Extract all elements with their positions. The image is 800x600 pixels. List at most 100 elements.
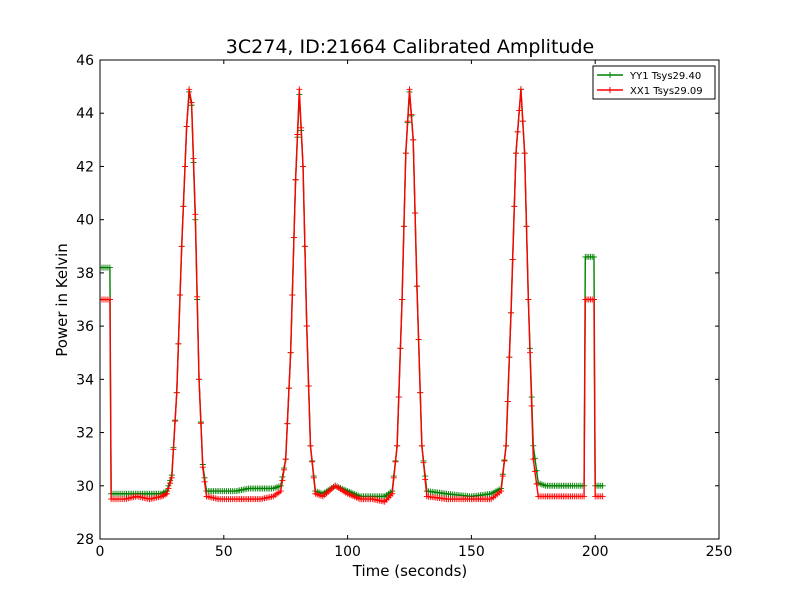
y-tick-label: 38 [76,266,94,282]
x-tick-label: 200 [582,544,609,560]
data-point-marker [404,118,411,125]
data-point-marker [420,459,427,466]
legend-box [592,65,716,100]
data-point-marker [106,296,113,303]
y-tick-label: 30 [76,479,94,495]
data-point-marker [287,349,294,356]
data-point-marker [303,323,310,330]
data-point-marker [533,481,540,487]
data-point-marker [279,477,286,484]
data-point-marker [192,211,199,218]
data-point-marker [511,203,518,210]
data-point-marker [186,86,193,93]
data-point-marker [523,223,530,230]
data-point-marker [410,136,417,143]
data-point-marker [599,493,606,500]
data-point-marker [527,349,533,356]
data-point-marker [177,292,184,299]
data-point-marker [178,243,185,250]
series-layer [100,86,606,505]
plot-frame [99,59,720,540]
legend: YY1 Tsys29.40 XX1 Tsys29.09 [592,65,716,100]
data-point-marker [499,473,506,480]
data-point-marker [503,442,510,449]
data-point-marker [106,264,113,271]
data-point-marker [182,163,189,170]
data-point-marker [296,86,303,93]
data-point-marker [281,466,288,473]
data-point-marker [175,340,182,347]
data-point-marker [289,292,296,299]
data-point-marker [298,124,305,131]
data-point-marker [590,253,597,260]
y-tick-label: 44 [76,106,94,122]
data-point-marker [301,243,308,250]
data-point-marker [307,442,314,449]
data-point-marker [498,488,505,495]
chart-title: 3C274, ID:21664 Calibrated Amplitude [226,36,594,58]
data-point-marker [397,345,404,352]
data-point-marker [531,468,538,475]
data-point-marker [284,420,291,427]
data-point-marker [528,402,535,409]
data-point-marker [389,490,396,497]
y-tick-label: 36 [76,319,94,335]
data-point-marker [394,442,401,449]
data-point-marker [599,482,606,489]
data-point-marker [310,474,317,481]
legend-label: XX1 Tsys29.09 [630,86,703,97]
data-point-marker [190,155,197,162]
data-point-marker [413,283,420,290]
data-point-marker [406,86,413,93]
legend-label: YY1 Tsys29.40 [629,71,701,82]
data-point-marker [290,234,297,241]
y-tick-label: 46 [76,53,94,69]
data-point-marker [173,389,180,396]
data-point-marker [309,458,316,465]
data-point-marker [590,296,597,303]
series-1 [100,86,606,505]
x-tick-label: 0 [96,544,105,560]
y-axis-label: Power in Kelvin [53,243,71,357]
data-point-marker [516,107,523,114]
data-point-marker [504,398,511,405]
data-point-marker [422,476,429,483]
data-point-marker [417,389,424,396]
data-point-marker [188,99,195,106]
data-point-marker [521,150,528,157]
data-point-marker [194,293,201,300]
data-point-marker [163,490,170,497]
x-tick-label: 100 [334,544,361,560]
data-point-marker [390,474,397,481]
y-tick-label: 28 [76,532,94,548]
plot-content [100,86,606,505]
data-point-marker [519,118,526,125]
data-point-marker [305,382,312,389]
data-point-marker [294,131,301,138]
data-point-marker [183,123,190,130]
data-point-marker [514,128,521,135]
x-tick-label: 50 [215,544,233,560]
data-point-marker [168,474,175,481]
legend-marker [607,72,613,78]
data-point-marker [292,176,299,183]
data-point-marker [180,203,187,210]
data-point-marker [418,442,425,449]
data-point-marker [286,385,292,392]
data-point-marker [530,456,537,463]
data-point-marker [199,464,206,471]
data-point-marker [412,210,419,217]
x-tick-label: 250 [706,544,733,560]
data-point-marker [501,457,508,464]
data-point-marker [392,458,399,465]
y-tick-label: 40 [76,213,94,229]
data-point-marker [197,420,204,427]
data-point-marker [282,456,289,463]
y-tick-label: 34 [76,372,94,388]
data-point-marker [201,478,208,485]
data-point-marker [581,493,588,500]
data-point-marker [300,163,307,170]
y-tick-label: 32 [76,426,94,442]
